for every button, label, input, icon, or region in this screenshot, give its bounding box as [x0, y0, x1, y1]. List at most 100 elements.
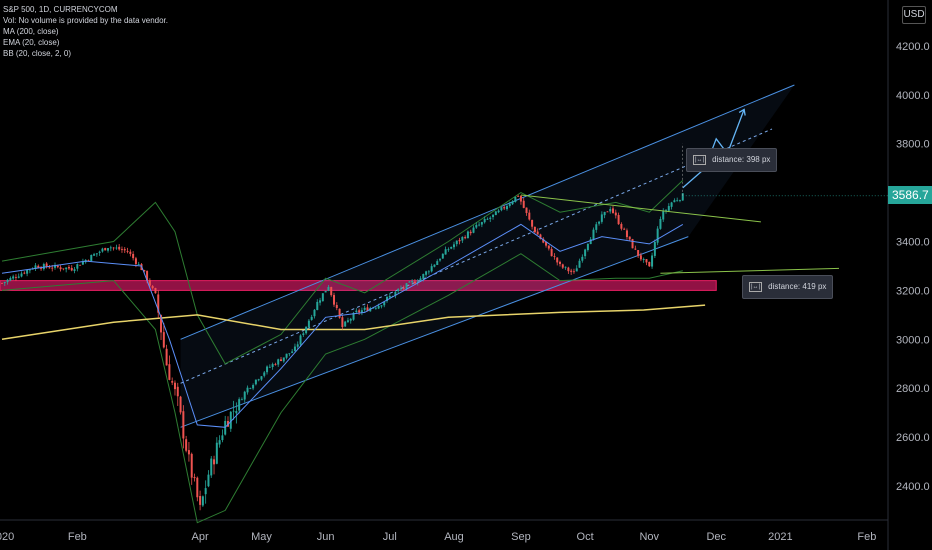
y-tick-label: 4000.0: [896, 90, 930, 102]
candle-body: [134, 258, 137, 264]
candle-body: [528, 212, 531, 220]
candle-body: [132, 253, 135, 259]
candle-body: [280, 359, 282, 361]
candle-body: [628, 236, 631, 240]
candle-body: [182, 411, 185, 439]
candle-body: [503, 207, 506, 209]
candle-body: [81, 261, 84, 265]
candle-body: [475, 224, 478, 228]
candle-body: [377, 305, 380, 309]
currency-button[interactable]: USD: [902, 6, 926, 24]
candle-body: [293, 346, 296, 351]
candle-body: [210, 458, 213, 476]
y-tick-label: 3800.0: [896, 139, 930, 151]
x-tick-label: Oct: [577, 531, 594, 543]
candle-body: [374, 307, 377, 309]
x-tick-label: Feb: [68, 531, 87, 543]
candle-body: [229, 411, 232, 429]
channel-fill: [180, 85, 795, 428]
candle-body: [444, 249, 447, 255]
distance-upper-text: distance: 398 px: [712, 155, 771, 164]
candle-body: [252, 384, 255, 389]
distance-label-lower[interactable]: |↔| distance: 419 px: [742, 275, 834, 299]
candle-body: [581, 256, 584, 261]
candle-body: [469, 231, 472, 234]
candle-body: [1, 282, 3, 284]
candle-body: [324, 290, 327, 293]
legend-volume: Vol: No volume is provided by the data v…: [3, 16, 168, 25]
candle-body: [40, 268, 43, 270]
candle-body: [383, 301, 386, 306]
candle-body: [98, 251, 101, 253]
candle-body: [380, 305, 383, 307]
candle-body: [539, 234, 542, 240]
candle-body: [240, 399, 243, 401]
candle-body: [486, 218, 489, 220]
candle-body: [335, 304, 338, 309]
candle-body: [559, 261, 561, 264]
candle-body: [425, 271, 428, 275]
legend-symbol: S&P 500, 1D, CURRENCYCOM: [3, 5, 118, 14]
candle-body: [394, 291, 397, 296]
x-tick-label: Aug: [444, 531, 464, 543]
distance-lower-text: distance: 419 px: [768, 282, 827, 291]
candle-body: [480, 222, 483, 225]
candle-body: [355, 310, 358, 313]
x-tick-label: Sep: [511, 531, 531, 543]
candle-body: [536, 231, 539, 235]
candle-body: [34, 265, 37, 269]
candle-body: [101, 248, 104, 252]
candle-body: [254, 379, 257, 385]
candle-body: [634, 248, 637, 250]
candle-body: [333, 295, 336, 305]
x-tick-label: Apr: [192, 531, 209, 543]
candle-body: [160, 315, 163, 333]
candle-body: [12, 276, 15, 279]
candle-body: [497, 210, 500, 213]
candle-body: [288, 353, 291, 355]
measure-icon: |↔|: [749, 281, 763, 292]
legend-ema[interactable]: EMA (20, close): [3, 38, 60, 47]
candle-body: [399, 288, 402, 290]
candle-body: [441, 253, 444, 259]
distance-label-upper[interactable]: |↔| distance: 398 px: [686, 148, 778, 172]
candle-body: [578, 260, 581, 268]
candle-body: [6, 279, 9, 283]
candle-body: [291, 351, 294, 353]
candle-body: [411, 281, 414, 283]
candle-body: [215, 442, 218, 464]
candle-body: [238, 399, 241, 411]
candle-body: [338, 308, 341, 318]
candle-body: [651, 255, 654, 267]
candle-body: [681, 193, 684, 201]
x-tick-label: 2020: [0, 531, 14, 543]
candle-body: [511, 201, 514, 205]
candle-body: [321, 293, 324, 302]
candle-body: [667, 206, 670, 211]
y-tick-label: 4200.0: [896, 41, 930, 53]
candle-body: [665, 210, 668, 212]
candle-body: [408, 281, 411, 283]
candle-body: [494, 211, 497, 216]
candle-body: [104, 247, 107, 251]
candle-body: [274, 364, 277, 365]
y-tick-label: 2800.0: [896, 383, 930, 395]
candle-body: [87, 260, 90, 261]
candle-body: [271, 364, 274, 367]
legend-bb[interactable]: BB (20, close, 2, 0): [3, 49, 72, 58]
candle-body: [218, 440, 221, 445]
candle-body: [631, 239, 634, 249]
candle-body: [522, 200, 525, 208]
candle-body: [678, 200, 681, 201]
candle-body: [126, 251, 129, 252]
candle-body: [171, 381, 174, 383]
candle-body: [168, 364, 171, 380]
candle-body: [533, 226, 536, 233]
legend-ma[interactable]: MA (200, close): [3, 27, 59, 36]
candle-body: [67, 266, 70, 269]
x-tick-label: 2021: [768, 531, 792, 543]
candle-body: [416, 281, 419, 283]
candle-body: [154, 288, 157, 294]
candle-body: [148, 280, 151, 286]
candle-body: [676, 200, 679, 202]
